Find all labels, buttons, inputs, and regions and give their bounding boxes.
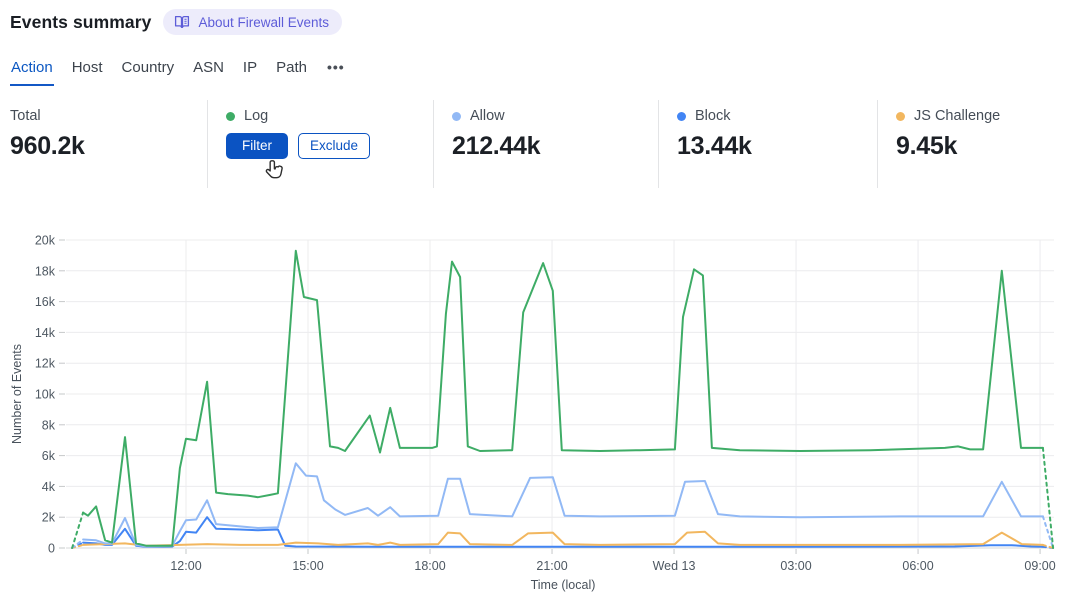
filter-button[interactable]: Filter [226, 133, 288, 160]
stat-label-row: Total [10, 108, 207, 124]
stat-label-row: Block [677, 108, 877, 124]
book-icon [174, 14, 190, 30]
stat-actions: Filter Exclude [226, 133, 433, 160]
series-allow-line [82, 462, 1044, 548]
events-time-series-chart[interactable]: 0 2k 4k 6k 8k 10k 12k 14k 16k 18k 20k 12:00 15:00 18:… [0, 230, 1068, 598]
stat-card-allow[interactable]: Allow 212.44k [433, 100, 658, 188]
stat-card-total[interactable]: Total 960.2k [0, 100, 207, 188]
y-tick-label: 10k [35, 388, 56, 402]
x-tick-label: 12:00 [170, 559, 201, 573]
stat-card-js-challenge[interactable]: JS Challenge 9.45k [877, 100, 1068, 188]
page-header: Events summary About Firewall Events [10, 9, 343, 35]
y-tick-label: 0 [48, 542, 55, 556]
page-title: Events summary [10, 11, 152, 32]
series-log-line [82, 249, 1044, 547]
x-tick-label: 09:00 [1024, 559, 1055, 573]
x-tick-label: 03:00 [780, 559, 811, 573]
tab-asn[interactable]: ASN [193, 58, 224, 76]
y-tick-label: 6k [42, 449, 56, 463]
stats-row: Total 960.2k Log Filter Exclude Allow 212.44k B… [0, 100, 1068, 188]
tab-host[interactable]: Host [71, 58, 103, 76]
stat-card-log[interactable]: Log Filter Exclude [207, 100, 433, 188]
legend-dot-allow [452, 111, 461, 121]
series-js-challenge-partial [1041, 543, 1055, 549]
y-tick-label: 14k [35, 326, 56, 340]
series-js-challenge-line [82, 530, 1044, 547]
tab-path[interactable]: Path [276, 58, 307, 76]
stat-label: Total [10, 108, 41, 124]
tab-ip[interactable]: IP [242, 58, 258, 76]
x-tick-label: 15:00 [292, 559, 323, 573]
stat-label-row: Log [226, 108, 433, 124]
series-allow-partial [71, 538, 85, 549]
y-tick-label: 20k [35, 234, 56, 248]
y-tick-label: 18k [35, 264, 56, 278]
legend-dot-log [226, 111, 235, 121]
y-tick-label: 16k [35, 295, 56, 309]
tab-country[interactable]: Country [121, 58, 175, 76]
y-tick-label: 8k [42, 418, 56, 432]
series-log-partial [71, 511, 85, 549]
stat-label: Block [695, 108, 731, 124]
exclude-button[interactable]: Exclude [298, 133, 371, 160]
stat-label-row: Allow [452, 108, 658, 124]
stat-card-block[interactable]: Block 13.44k [658, 100, 877, 188]
y-tick-label: 2k [42, 511, 56, 525]
x-tick-label: 21:00 [536, 559, 567, 573]
y-tick-label: 12k [35, 357, 56, 371]
stat-value-total: 960.2k [10, 132, 85, 160]
stat-label: Allow [470, 108, 505, 124]
series-log-partial [1041, 446, 1055, 549]
stat-value-block: 13.44k [677, 132, 752, 160]
x-tick-label: Wed 13 [653, 559, 696, 573]
x-axis-title: Time (local) [531, 578, 596, 592]
legend-dot-js-challenge [896, 111, 905, 121]
stat-label-row: JS Challenge [896, 108, 1068, 124]
series-block-line [82, 516, 1044, 548]
tab-bar: Action Host Country ASN IP Path ••• [10, 56, 347, 86]
x-tick-label: 06:00 [902, 559, 933, 573]
y-axis-title: Number of Events [10, 344, 24, 444]
stat-label: Log [244, 108, 269, 124]
legend-dot-block [677, 111, 686, 121]
tabs-more-button[interactable]: ••• [326, 59, 345, 75]
stat-label: JS Challenge [914, 108, 1001, 124]
stat-value-allow: 212.44k [452, 132, 541, 160]
x-tick-label: 18:00 [414, 559, 445, 573]
about-firewall-events-link[interactable]: About Firewall Events [163, 9, 343, 35]
tab-action[interactable]: Action [10, 57, 54, 86]
stat-value-js-challenge: 9.45k [896, 132, 958, 160]
about-label: About Firewall Events [198, 14, 330, 30]
series-allow-partial [1041, 515, 1055, 549]
y-tick-label: 4k [42, 480, 56, 494]
